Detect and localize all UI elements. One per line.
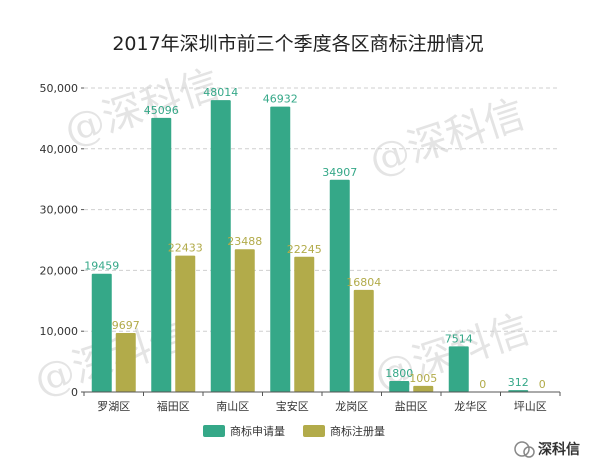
watermark-2: @深科信 — [364, 91, 530, 184]
data-label-series-1: 22433 — [168, 242, 203, 255]
y-tick-label: 30,000 — [40, 204, 79, 217]
bar-series-0 — [270, 106, 291, 392]
x-axis-categories: 罗湖区 福田区 南山区 宝安区 龙岗区 盐田区 龙华区 坪山区 — [83, 392, 561, 413]
bar-series-1 — [234, 249, 255, 392]
data-label-series-0: 1800 — [385, 367, 413, 380]
bar-series-0 — [210, 100, 231, 392]
legend-swatch-series-0 — [203, 425, 225, 437]
data-labels: 19459 9697 45096 22433 48014 23488 46932 22245 3… — [84, 86, 546, 391]
x-category-label: 盐田区 — [395, 400, 428, 413]
legend-label-series-1: 商标注册量 — [330, 424, 385, 438]
y-tick-label: 40,000 — [40, 143, 79, 156]
y-axis-ticks: 0 10,000 20,000 30,000 40,000 50,000 — [40, 82, 84, 399]
data-label-series-0: 46932 — [263, 93, 298, 106]
data-label-series-1: 22245 — [287, 243, 322, 256]
data-label-series-0: 312 — [508, 376, 529, 389]
data-label-series-0: 45096 — [144, 104, 179, 117]
bar-series-0 — [329, 179, 350, 392]
x-category-label: 宝安区 — [276, 399, 309, 413]
data-label-series-0: 48014 — [203, 86, 238, 99]
data-label-series-0: 34907 — [322, 166, 357, 179]
brand-logo-icon-inner — [523, 446, 535, 458]
bar-series-1 — [294, 256, 315, 392]
y-tick-label: 0 — [71, 386, 78, 399]
data-label-series-1: 1005 — [409, 372, 437, 385]
data-label-series-1: 0 — [539, 378, 546, 391]
x-category-label: 南山区 — [216, 400, 249, 413]
chart-title: 2017年深圳市前三个季度各区商标注册情况 — [112, 33, 483, 55]
data-label-series-0: 19459 — [84, 260, 119, 273]
bar-series-1 — [175, 255, 196, 392]
y-tick-label: 50,000 — [40, 82, 79, 95]
bar-series-0 — [91, 273, 112, 392]
y-tick-label: 20,000 — [40, 264, 79, 277]
legend: 商标申请量 商标注册量 — [203, 424, 385, 438]
bar-series-1 — [413, 385, 434, 392]
bar-series-0 — [389, 381, 410, 392]
bar-series-0 — [448, 346, 469, 392]
data-label-series-0: 7514 — [445, 332, 473, 345]
bar-series-1 — [115, 333, 136, 392]
legend-label-series-0: 商标申请量 — [230, 424, 285, 438]
x-category-label: 福田区 — [157, 399, 190, 413]
brand-logo-icon — [514, 441, 530, 457]
x-category-label: 坪山区 — [514, 400, 547, 413]
data-label-series-1: 0 — [479, 378, 486, 391]
bars — [91, 100, 529, 393]
data-label-series-1: 9697 — [112, 319, 140, 332]
data-label-series-1: 23488 — [227, 235, 262, 248]
data-label-series-1: 16804 — [346, 276, 381, 289]
watermark-1: @深科信 — [59, 61, 225, 154]
brand-logo: 深科信 — [514, 441, 580, 458]
brand-name: 深科信 — [538, 441, 580, 458]
x-category-label: 龙华区 — [454, 399, 487, 413]
bar-series-1 — [353, 289, 374, 392]
legend-swatch-series-1 — [303, 425, 325, 437]
y-tick-label: 10,000 — [40, 325, 79, 338]
x-category-label: 罗湖区 — [97, 400, 130, 413]
x-category-label: 龙岗区 — [335, 400, 368, 413]
bar-series-0 — [151, 117, 172, 393]
